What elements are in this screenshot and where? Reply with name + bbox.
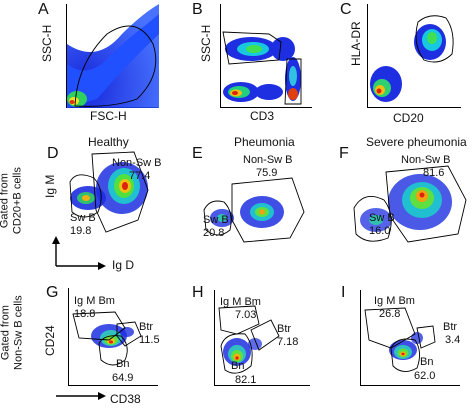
panel-f-nonsw-label: Non-Sw B bbox=[401, 154, 451, 166]
panel-e-nonsw-value: 75.9 bbox=[256, 167, 278, 179]
panel-i-bn-value: 62.0 bbox=[414, 370, 436, 382]
panel-h-plot bbox=[214, 290, 310, 386]
bottom-row-label-line1: Gated from bbox=[0, 305, 12, 361]
panel-b-xlabel: CD3 bbox=[250, 109, 275, 123]
panel-g-btr-value: 11.5 bbox=[139, 334, 160, 346]
panel-e-nonsw-label: Non-Sw B bbox=[243, 154, 293, 166]
panel-letter-f: F bbox=[339, 145, 349, 162]
panel-letter-e: E bbox=[192, 145, 203, 162]
panel-b-ylabel: SSC-H bbox=[199, 24, 213, 62]
panel-i-bn-label: Bn bbox=[420, 356, 434, 368]
panel-f-nonsw-value: 81.6 bbox=[423, 167, 445, 179]
panel-g-ylabel: CD24 bbox=[43, 325, 57, 356]
panel-e-sw-label: Sw B bbox=[203, 214, 229, 226]
panel-i-igm-label: Ig M Bm bbox=[374, 295, 415, 307]
bottom-row-label-line2: Non-Sw B cells bbox=[12, 295, 24, 370]
middle-row-label-line2: CD20+B cells bbox=[11, 167, 23, 235]
panel-a-plot bbox=[66, 4, 159, 108]
panel-b-plot bbox=[220, 4, 312, 108]
panel-e-title: Pheumonia bbox=[234, 135, 295, 149]
panel-a-xlabel: FSC-H bbox=[90, 109, 127, 123]
middle-row-label: Gated from CD20+B cells bbox=[0, 156, 24, 246]
panel-i-igm-value: 26.8 bbox=[379, 308, 401, 320]
panel-g-btr-label: Btr bbox=[139, 321, 154, 333]
panel-i-btr-label: Btr bbox=[443, 321, 458, 333]
panel-e-sw-value: 20.8 bbox=[203, 227, 225, 239]
panel-d-nonsw-label: Non-Sw B bbox=[112, 157, 162, 169]
bottom-row-axis-arrows bbox=[56, 392, 106, 400]
panel-i-plot bbox=[360, 290, 460, 386]
panel-h-bn-label: Bn bbox=[231, 360, 245, 372]
panel-letter-g: G bbox=[46, 284, 59, 301]
panel-letter-i: I bbox=[341, 284, 346, 301]
panel-i-btr-value: 3.4 bbox=[445, 334, 461, 346]
panel-d-title: Healthy bbox=[88, 135, 129, 149]
panel-e-plot bbox=[200, 150, 310, 250]
panel-d-ylabel: Ig M bbox=[43, 174, 57, 198]
panel-f-sw-label: Sw B bbox=[369, 212, 395, 224]
panel-d-plot bbox=[66, 150, 156, 242]
panel-letter-b: B bbox=[192, 1, 203, 18]
panel-d-sw-value: 19.8 bbox=[70, 225, 92, 237]
panel-g-bn-value: 64.9 bbox=[112, 372, 134, 384]
panel-g-bn-label: Bn bbox=[116, 358, 130, 370]
panel-d-nonsw-value: 77.4 bbox=[129, 170, 151, 182]
panel-h-btr-label: Btr bbox=[277, 323, 292, 335]
panel-h-bn-value: 82.1 bbox=[235, 374, 257, 386]
panel-letter-d: D bbox=[47, 145, 59, 162]
panel-a-ylabel: SSC-H bbox=[40, 24, 54, 62]
panel-f-title: Severe pheumonia bbox=[366, 135, 467, 149]
panel-g-plot bbox=[68, 288, 158, 386]
panel-c-ylabel: HLA-DR bbox=[349, 21, 363, 66]
panel-c-xlabel: CD20 bbox=[393, 111, 424, 125]
panel-g-xlabel: CD38 bbox=[110, 392, 141, 406]
panel-g-igm-label: Ig M Bm bbox=[74, 295, 115, 307]
panel-d-xlabel: Ig D bbox=[112, 258, 135, 272]
panel-c-plot bbox=[367, 4, 461, 108]
panel-h-igm-label: Ig M Bm bbox=[220, 296, 261, 308]
panel-h-igm-value: 7.03 bbox=[235, 309, 257, 321]
middle-row-axis-arrows bbox=[52, 236, 106, 270]
panel-letter-c: C bbox=[340, 1, 352, 18]
panel-letter-h: H bbox=[192, 284, 204, 301]
panel-g-igm-value: 18.8 bbox=[74, 308, 96, 320]
panel-h-btr-value: 7.18 bbox=[277, 336, 299, 348]
panel-f-plot bbox=[352, 150, 470, 250]
panel-d-sw-label: Sw B bbox=[70, 212, 96, 224]
middle-row-label-line1: Gated from bbox=[0, 173, 11, 229]
bottom-row-label: Gated from Non-Sw B cells bbox=[0, 283, 25, 383]
panel-letter-a: A bbox=[38, 1, 49, 18]
panel-f-sw-value: 16.0 bbox=[369, 225, 391, 237]
